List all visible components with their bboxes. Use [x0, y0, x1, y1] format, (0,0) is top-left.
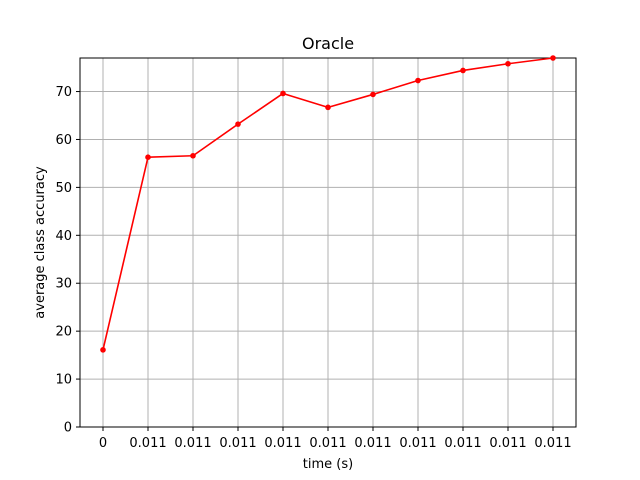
data-point [415, 77, 421, 84]
x-tick-label: 0.011 [444, 436, 481, 451]
grid [80, 58, 576, 428]
data-point [505, 60, 511, 67]
y-tick-label: 30 [55, 277, 72, 292]
data-point [145, 154, 151, 160]
y-tick-label: 20 [55, 325, 72, 340]
data-point [190, 152, 196, 159]
series-group [100, 55, 556, 353]
chart-title: Oracle [302, 34, 354, 53]
data-point [550, 55, 556, 61]
x-axis-label: time (s) [303, 457, 353, 472]
x-tick-label: 0.011 [309, 436, 346, 451]
y-tick-label: 60 [55, 133, 72, 148]
y-tick-label: 70 [55, 85, 72, 100]
y-tick-label: 50 [55, 181, 72, 196]
x-tick-label: 0.011 [354, 436, 391, 451]
y-axis-label: average class accuracy [33, 166, 48, 319]
x-tick-label: 0.011 [219, 436, 256, 451]
x-tick-label: 0.011 [534, 436, 571, 451]
x-tick-label: 0.011 [489, 436, 526, 451]
data-point [235, 121, 241, 127]
x-tick-label: 0 [99, 436, 107, 451]
x-tick-label: 0.011 [264, 436, 301, 451]
x-tick-label: 0.011 [399, 436, 436, 451]
y-tick-label: 0 [64, 421, 72, 436]
data-point [100, 347, 106, 353]
data-point [325, 104, 331, 111]
y-tick-label: 10 [55, 373, 72, 388]
x-tick-label: 0.011 [129, 436, 166, 451]
y-tick-label: 40 [55, 229, 72, 244]
data-point [280, 90, 286, 97]
y-axis: 0 10 20 30 40 50 60 70 [55, 85, 80, 436]
x-tick-label: 0.011 [174, 436, 211, 451]
data-point [370, 91, 376, 98]
data-point [460, 67, 466, 74]
x-axis: 0 0.011 0.011 0.011 0.011 0.011 0.011 0.011 0.01… [99, 427, 572, 451]
